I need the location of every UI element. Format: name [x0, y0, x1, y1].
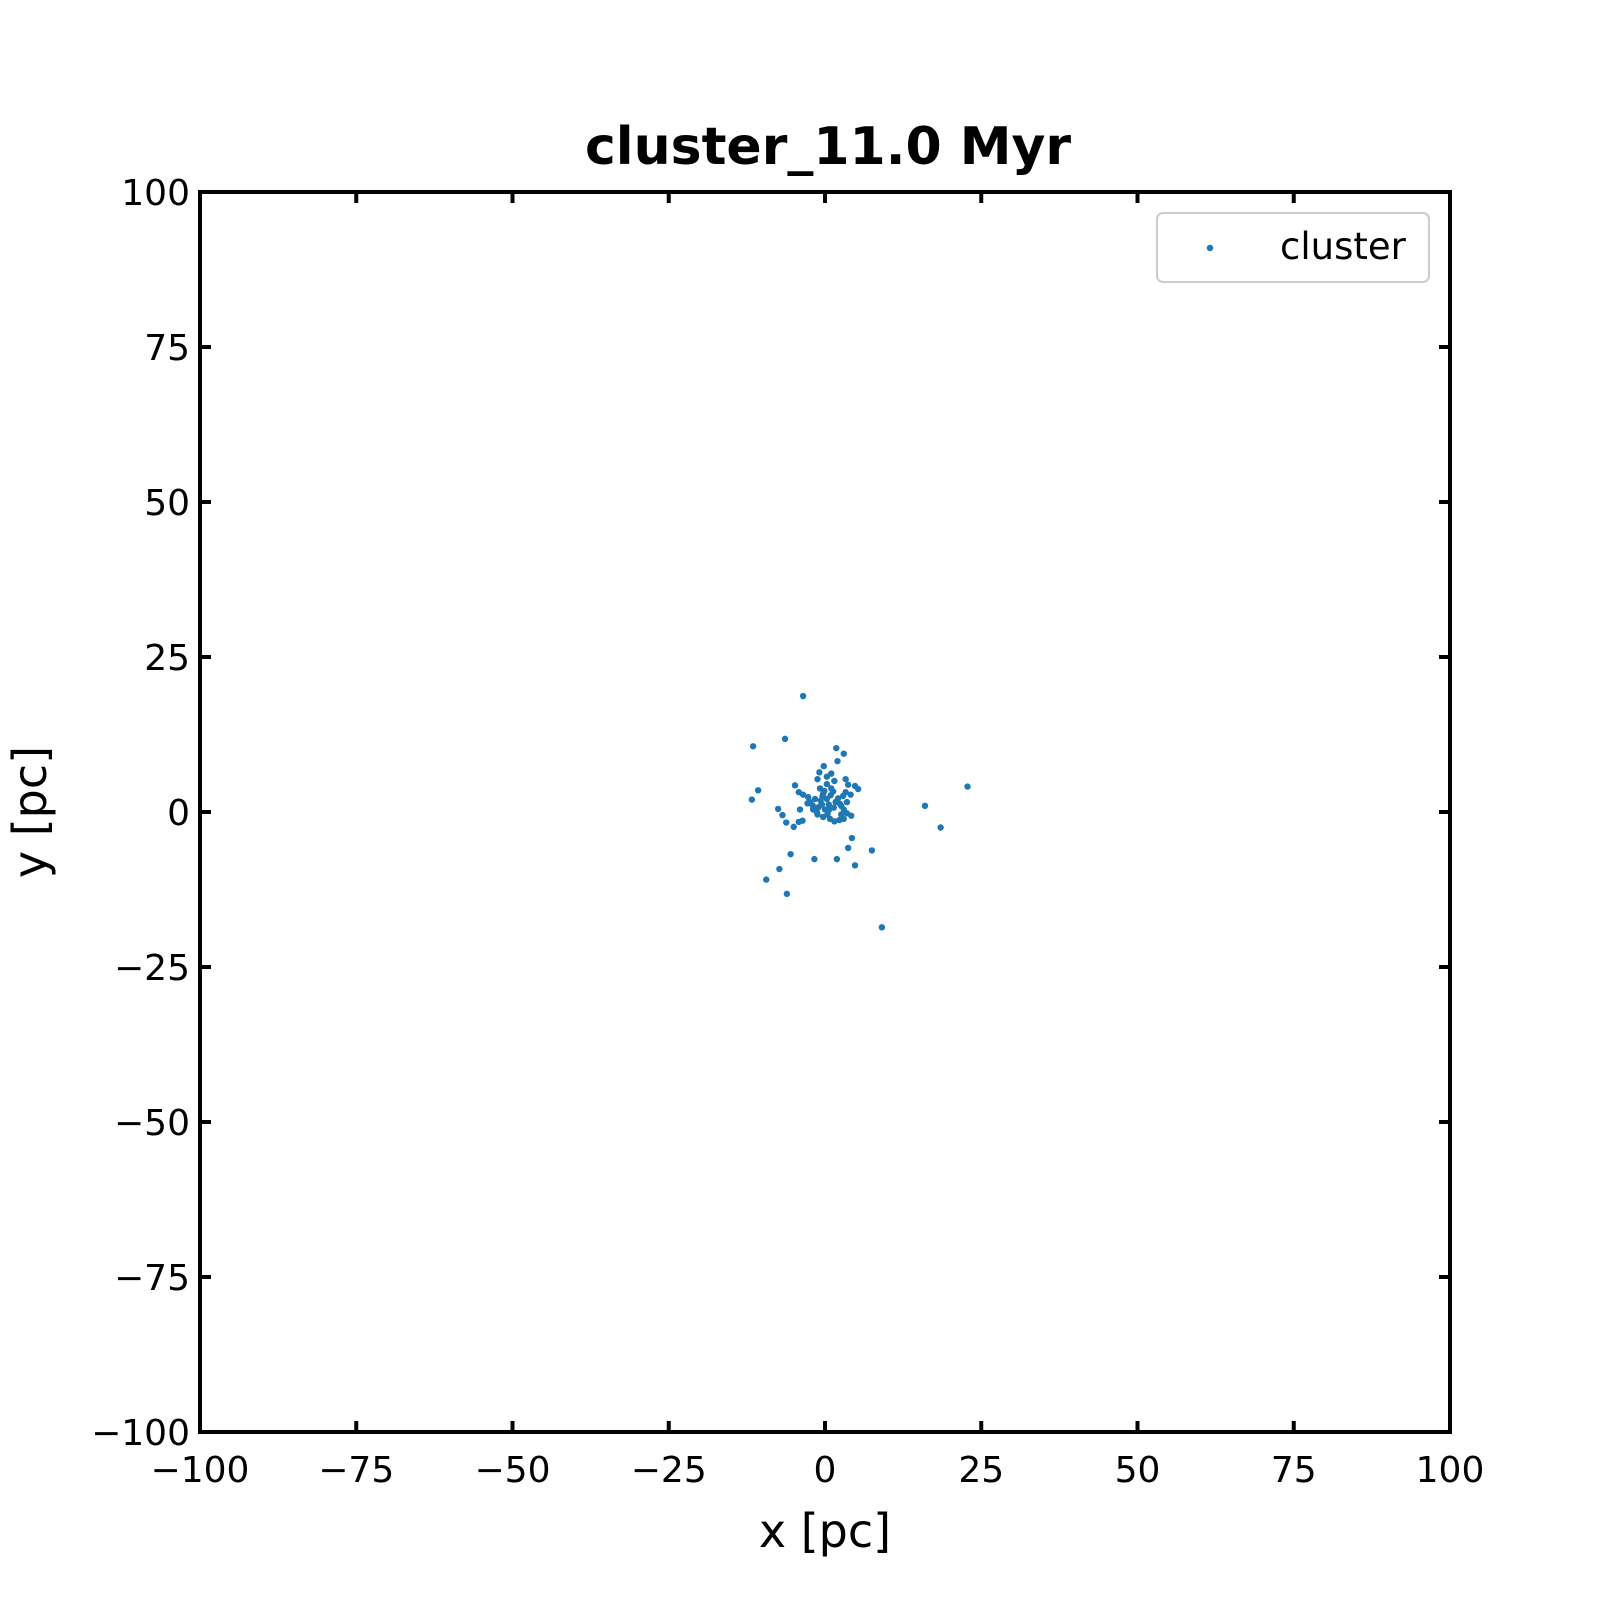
data-point — [791, 782, 799, 789]
y-tick-label: 25 — [144, 638, 190, 679]
data-point — [796, 806, 804, 813]
y-tick-label: −25 — [114, 948, 190, 989]
data-point — [799, 692, 807, 700]
data-point — [834, 757, 841, 765]
data-point — [921, 802, 929, 809]
data-point — [787, 850, 794, 858]
legend-marker — [1206, 244, 1214, 252]
data-point — [836, 800, 844, 808]
y-tick-label: 0 — [167, 793, 190, 834]
data-point — [790, 823, 797, 831]
data-point — [823, 780, 831, 788]
data-point — [783, 890, 791, 898]
data-point — [809, 806, 817, 813]
legend-label: cluster — [1280, 225, 1407, 268]
x-tick-label: 50 — [1115, 1450, 1161, 1491]
data-point — [840, 750, 847, 757]
data-point — [816, 785, 824, 792]
y-tick-label: 75 — [144, 328, 190, 369]
x-tick-label: −25 — [631, 1450, 707, 1491]
data-point — [799, 791, 807, 798]
data-point — [848, 812, 855, 819]
data-point — [848, 834, 856, 842]
data-point — [814, 775, 821, 783]
data-point — [937, 824, 944, 831]
data-point — [825, 806, 832, 814]
x-tick-label: 0 — [814, 1450, 837, 1491]
legend: cluster — [1156, 212, 1430, 283]
data-point — [844, 844, 852, 852]
data-point — [831, 777, 838, 785]
data-point — [754, 787, 762, 794]
data-point — [834, 795, 842, 802]
data-point — [844, 781, 852, 788]
y-tick-label: −100 — [91, 1413, 190, 1454]
chart-title: cluster_11.0 Myr — [585, 117, 1071, 177]
data-point — [804, 793, 812, 801]
data-point — [842, 775, 849, 783]
y-tick-label: 100 — [121, 173, 190, 214]
data-point — [820, 762, 827, 770]
data-point — [836, 816, 843, 824]
y-axis-label: y [pc] — [3, 746, 57, 878]
x-tick-label: −75 — [318, 1450, 394, 1491]
x-axis-label: x [pc] — [759, 1504, 891, 1558]
data-point — [748, 796, 756, 803]
data-point — [763, 876, 770, 883]
data-point — [847, 791, 854, 798]
data-point — [783, 819, 790, 826]
x-tick-label: 75 — [1271, 1450, 1317, 1491]
legend-box — [1156, 212, 1430, 283]
data-point — [833, 744, 840, 752]
data-point — [868, 847, 876, 854]
data-point — [779, 811, 786, 819]
data-point — [799, 817, 806, 824]
data-point — [781, 735, 789, 743]
data-point — [811, 795, 819, 803]
data-point — [819, 790, 827, 798]
data-point — [828, 770, 835, 777]
data-point — [842, 788, 849, 796]
data-point — [838, 811, 845, 818]
data-point — [819, 813, 827, 821]
data-point — [811, 855, 818, 863]
x-tick-label: −100 — [151, 1450, 250, 1491]
data-point — [814, 811, 821, 818]
data-point — [843, 798, 851, 806]
data-point — [776, 865, 783, 873]
data-point — [816, 769, 823, 776]
y-tick-label: −50 — [114, 1103, 190, 1144]
data-point — [804, 800, 811, 807]
x-tick-label: 25 — [958, 1450, 1004, 1491]
tick-labels: −100 −75 −50 −25 0 25 50 75 100 −100 −75 −50 −25 0 25 5… — [91, 173, 1484, 1491]
data-point — [878, 924, 886, 931]
x-tick-label: 100 — [1416, 1450, 1485, 1491]
data-point — [825, 801, 832, 808]
data-points — [748, 692, 971, 931]
data-point — [964, 783, 971, 790]
plot-frame — [198, 190, 1452, 1434]
data-point — [818, 801, 826, 808]
data-point — [774, 805, 782, 813]
data-point — [828, 785, 835, 792]
data-point — [830, 804, 837, 811]
data-point — [851, 862, 859, 869]
x-tick-label: −50 — [475, 1450, 551, 1491]
data-point — [833, 855, 841, 863]
data-point — [854, 785, 862, 793]
y-tick-label: −75 — [114, 1258, 190, 1299]
data-point — [749, 743, 757, 750]
y-tick-label: 50 — [144, 483, 190, 524]
